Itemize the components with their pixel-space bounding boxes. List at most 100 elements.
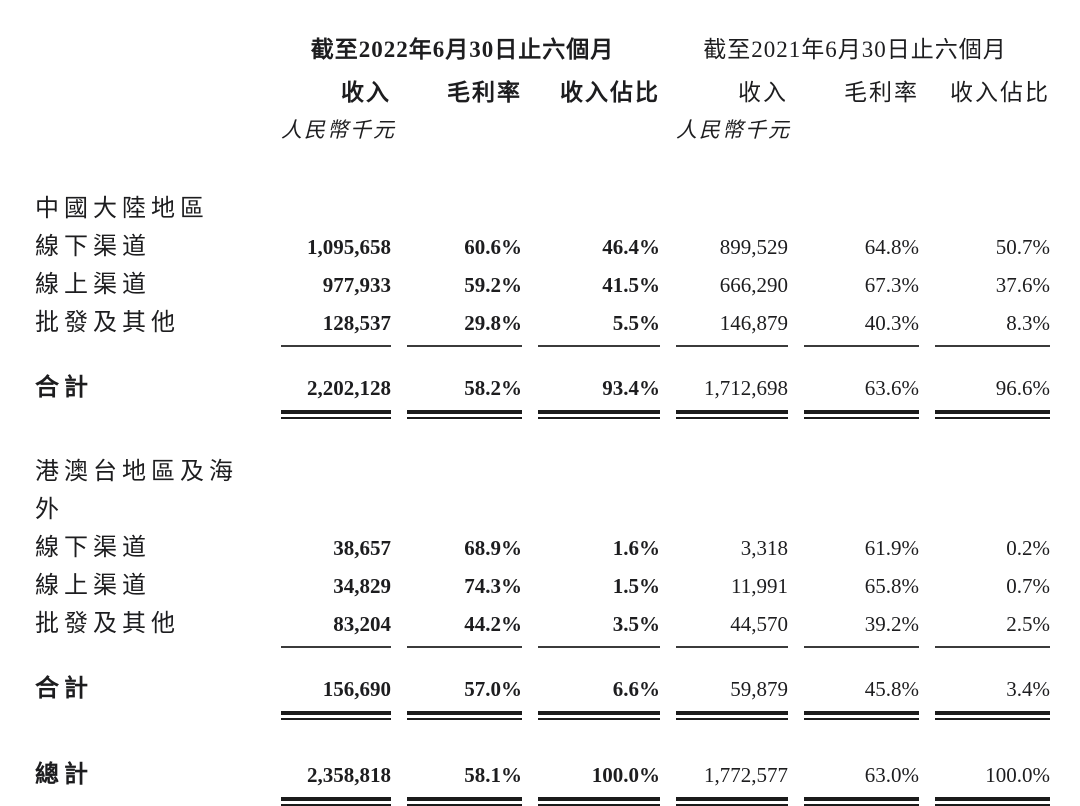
double-rule	[804, 797, 919, 806]
double-rule	[676, 410, 788, 419]
revenue-share-2022-cell: 3.5%	[538, 605, 660, 648]
gross-margin-2021-cell: 63.6%	[804, 373, 919, 419]
subtotal-label: 合計	[35, 375, 93, 401]
section-header-row: 中國大陸地區	[35, 190, 1050, 228]
period-title-2021: 截至2021年6月30日止六個月	[703, 37, 1007, 62]
gross-margin-2021-cell: 40.3%	[804, 304, 919, 347]
revenue-2021-cell: 666,290	[719, 273, 788, 297]
unit-row: 人民幣千元 人民幣千元	[35, 114, 1050, 144]
revenue-share-2022-cell: 6.6%	[538, 674, 660, 720]
gross-margin-2022-cell: 57.0%	[407, 674, 522, 720]
table-row: 批發及其他 83,204 44.2% 3.5% 44,570 39.2% 2.5…	[35, 605, 1050, 648]
double-rule	[935, 711, 1050, 720]
revenue-2022-cell: 156,690	[281, 674, 391, 720]
gross-margin-2021-cell: 65.8%	[864, 574, 919, 598]
revenue-2021-cell: 59,879	[676, 674, 788, 720]
single-rule	[676, 646, 788, 648]
revenue-2021-cell: 1,712,698	[676, 373, 788, 419]
single-rule	[538, 345, 660, 347]
revenue-share-2022-cell: 1.6%	[612, 536, 660, 560]
double-rule	[281, 711, 391, 720]
revenue-2022-cell: 1,095,658	[307, 235, 391, 259]
revenue-share-2022-cell: 100.0%	[538, 760, 660, 806]
double-rule	[804, 711, 919, 720]
section-header-label: 港澳台地區及海外	[35, 459, 238, 523]
unit-note-2022: 人民幣千元	[281, 118, 396, 142]
double-rule	[407, 797, 522, 806]
revenue-2021-cell: 11,991	[731, 574, 788, 598]
row-label: 批發及其他	[35, 310, 180, 336]
revenue-2022-cell: 2,358,818	[281, 760, 391, 806]
section-header-row: 港澳台地區及海外	[35, 453, 1050, 529]
single-rule	[676, 345, 788, 347]
double-rule	[804, 410, 919, 419]
gross-margin-2021-cell: 63.0%	[804, 760, 919, 806]
double-rule	[281, 410, 391, 419]
double-rule	[281, 797, 391, 806]
gross-margin-2021-cell: 67.3%	[864, 273, 919, 297]
subtotal-row: 合計 2,202,128 58.2% 93.4% 1,712,698 63.6%…	[35, 373, 1050, 419]
double-rule	[538, 797, 660, 806]
table-row: 線上渠道 977,933 59.2% 41.5% 666,290 67.3% 3…	[35, 266, 1050, 304]
section-header-label: 中國大陸地區	[35, 196, 209, 222]
col-header-revenue-2022: 收入	[341, 80, 391, 105]
period-title-2022: 截至2022年6月30日止六個月	[310, 37, 615, 62]
double-rule	[407, 711, 522, 720]
gross-margin-2022-cell: 60.6%	[464, 235, 522, 259]
single-rule	[935, 345, 1050, 347]
double-rule	[935, 410, 1050, 419]
col-header-revenue-share-2021: 收入佔比	[950, 80, 1050, 105]
column-header-row: 收入 毛利率 收入佔比 收入 毛利率 收入佔比	[35, 73, 1050, 107]
revenue-share-2022-cell: 46.4%	[602, 235, 660, 259]
single-rule	[407, 646, 522, 648]
col-header-gross-margin-2021: 毛利率	[844, 80, 919, 105]
revenue-2022-cell: 34,829	[333, 574, 391, 598]
gross-margin-2021-cell: 45.8%	[804, 674, 919, 720]
table-row: 線下渠道 38,657 68.9% 1.6% 3,318 61.9% 0.2%	[35, 529, 1050, 567]
revenue-2022-cell: 977,933	[322, 273, 391, 297]
gross-margin-2022-cell: 58.1%	[407, 760, 522, 806]
revenue-share-2021-cell: 0.2%	[1006, 536, 1050, 560]
single-rule	[281, 646, 391, 648]
gross-margin-2022-cell: 58.2%	[407, 373, 522, 419]
revenue-share-2022-cell: 1.5%	[612, 574, 660, 598]
revenue-share-2022-cell: 93.4%	[538, 373, 660, 419]
double-rule	[538, 410, 660, 419]
table-row: 批發及其他 128,537 29.8% 5.5% 146,879 40.3% 8…	[35, 304, 1050, 347]
revenue-2022-cell: 2,202,128	[281, 373, 391, 419]
single-rule	[538, 646, 660, 648]
gross-margin-2021-cell: 39.2%	[804, 605, 919, 648]
revenue-share-2022-cell: 41.5%	[602, 273, 660, 297]
table-row: 線下渠道 1,095,658 60.6% 46.4% 899,529 64.8%…	[35, 228, 1050, 266]
gross-margin-2021-cell: 64.8%	[864, 235, 919, 259]
row-label: 線上渠道	[35, 272, 151, 298]
revenue-2021-cell: 3,318	[740, 536, 788, 560]
revenue-share-2021-cell: 96.6%	[935, 373, 1050, 419]
grand-total-label: 總計	[35, 762, 93, 788]
double-rule	[676, 797, 788, 806]
col-header-revenue-2021: 收入	[738, 80, 788, 105]
revenue-share-2021-cell: 3.4%	[935, 674, 1050, 720]
revenue-share-2021-cell: 8.3%	[935, 304, 1050, 347]
gross-margin-2022-cell: 68.9%	[464, 536, 522, 560]
revenue-share-2021-cell: 37.6%	[995, 273, 1050, 297]
row-label: 批發及其他	[35, 611, 180, 637]
single-rule	[804, 345, 919, 347]
subtotal-label: 合計	[35, 676, 93, 702]
gross-margin-2022-cell: 29.8%	[407, 304, 522, 347]
gross-margin-2022-cell: 74.3%	[464, 574, 522, 598]
revenue-share-2021-cell: 50.7%	[995, 235, 1050, 259]
single-rule	[804, 646, 919, 648]
row-label: 線下渠道	[35, 535, 151, 561]
double-rule	[676, 711, 788, 720]
col-header-revenue-share-2022: 收入佔比	[560, 80, 660, 105]
revenue-2022-cell: 83,204	[281, 605, 391, 648]
revenue-share-2021-cell: 0.7%	[1006, 574, 1050, 598]
single-rule	[935, 646, 1050, 648]
revenue-2021-cell: 44,570	[676, 605, 788, 648]
gross-margin-2022-cell: 59.2%	[464, 273, 522, 297]
revenue-2022-cell: 38,657	[333, 536, 391, 560]
unit-note-2021: 人民幣千元	[676, 118, 791, 142]
double-rule	[935, 797, 1050, 806]
